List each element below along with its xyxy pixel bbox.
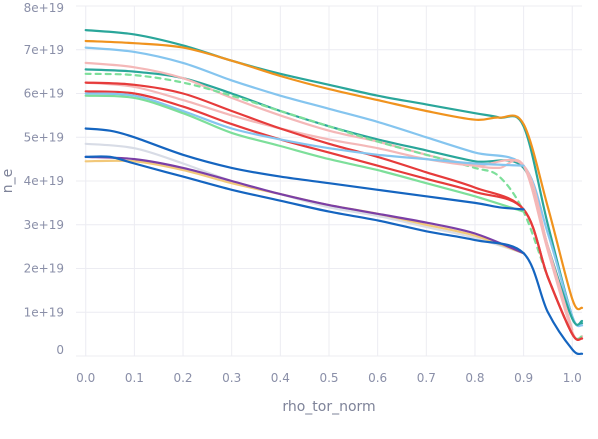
x-tick-label: 0.7 [417,371,436,385]
series-line-9 [84,90,584,341]
x-tick-label: 0.5 [319,371,338,385]
y-tick-label: 2e+19 [24,262,64,276]
series-line-8 [84,81,584,341]
x-tick-label: 0.6 [368,371,387,385]
series-line-7 [84,81,574,331]
y-tick-label: 1e+19 [24,305,64,319]
x-tick-label: 1.0 [563,371,582,385]
x-tick-label: 0.2 [173,371,192,385]
y-tick-label: 4e+19 [24,174,64,188]
series-line-15 [84,155,525,255]
series-line-1 [84,29,584,327]
x-tick-label: 0.9 [514,371,533,385]
y-tick-label: 0 [56,343,64,357]
x-axis-title: rho_tor_norm [282,399,375,415]
y-axis-ticks: 0 1e+19 2e+19 3e+19 4e+19 5e+19 6e+19 7e+19 8e+1… [24,1,64,357]
series-line-3 [84,46,584,328]
y-tick-label: 6e+19 [24,87,64,101]
series-lines [84,29,584,356]
x-tick-label: 0.0 [76,371,95,385]
y-tick-label: 8e+19 [24,1,64,15]
series-line-12 [84,127,525,211]
series-line-11 [84,94,525,213]
x-tick-label: 0.4 [271,371,290,385]
y-tick-label: 5e+19 [24,130,64,144]
series-line-16 [84,155,584,356]
grid [76,5,582,357]
x-axis-ticks: 0.0 0.1 0.2 0.3 0.4 0.5 0.6 0.7 0.8 0.9 1.0 [76,371,582,385]
x-tick-label: 0.8 [465,371,484,385]
series-line-10 [84,92,525,167]
y-tick-label: 7e+19 [24,43,64,57]
y-tick-label: 3e+19 [24,218,64,232]
x-tick-label: 0.1 [125,371,144,385]
series-line-2 [84,39,584,311]
x-tick-label: 0.3 [222,371,241,385]
y-axis-title: n_e [0,169,16,194]
